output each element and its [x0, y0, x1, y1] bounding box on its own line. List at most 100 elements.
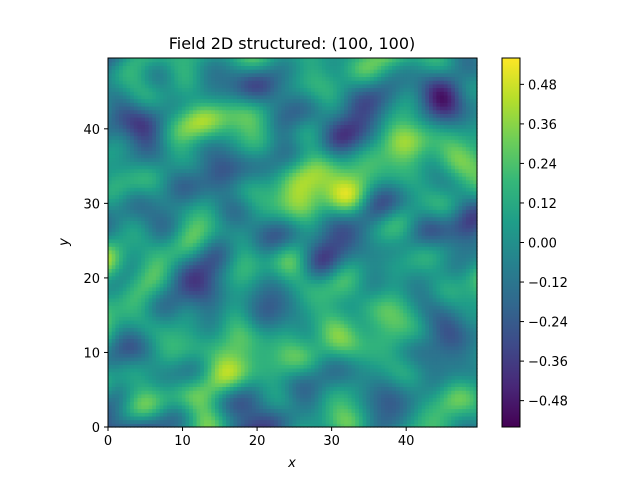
heatmap-cell — [262, 371, 268, 376]
heatmap-cell — [399, 264, 404, 269]
heatmap-cell — [288, 249, 294, 255]
heatmap-cell — [211, 246, 216, 251]
heatmap-cell — [192, 297, 198, 303]
heatmap-cell — [329, 393, 334, 399]
heatmap-cell — [122, 283, 128, 288]
heatmap-cell — [310, 367, 316, 373]
heatmap-cell — [259, 408, 264, 413]
heatmap-cell — [130, 249, 135, 255]
heatmap-cell — [233, 305, 238, 310]
heatmap-cell — [421, 367, 426, 373]
heatmap-cell — [358, 415, 364, 421]
heatmap-cell — [462, 297, 467, 303]
heatmap-cell — [421, 308, 426, 314]
heatmap-cell — [403, 257, 408, 262]
heatmap-cell — [358, 349, 364, 354]
heatmap-cell — [148, 393, 153, 399]
heatmap-cell — [325, 419, 330, 424]
heatmap-cell — [266, 423, 271, 428]
heatmap-cell — [440, 253, 445, 258]
heatmap-cell — [403, 316, 408, 321]
heatmap-cell — [270, 408, 275, 413]
heatmap-cell — [251, 379, 257, 384]
heatmap-cell — [417, 364, 423, 369]
heatmap-cell — [395, 246, 401, 251]
heatmap-cell — [148, 364, 153, 369]
heatmap-cell — [262, 356, 268, 362]
heatmap-cell — [203, 401, 209, 406]
heatmap-cell — [421, 412, 426, 417]
heatmap-cell — [233, 253, 238, 258]
heatmap-cell — [262, 279, 268, 284]
heatmap-cell — [126, 353, 131, 358]
heatmap-cell — [443, 334, 449, 340]
heatmap-cell — [369, 312, 375, 317]
heatmap-cell — [351, 386, 356, 391]
heatmap-cell — [310, 419, 316, 424]
heatmap-cell — [262, 412, 268, 417]
heatmap-cell — [381, 312, 386, 317]
heatmap-cell — [222, 419, 227, 424]
heatmap-cell — [333, 268, 338, 273]
heatmap-cell — [458, 290, 463, 295]
heatmap-cell — [347, 386, 353, 391]
heatmap-cell — [384, 301, 390, 306]
heatmap-cell — [170, 249, 176, 255]
heatmap-cell — [108, 390, 113, 395]
heatmap-cell — [255, 272, 260, 277]
heatmap-cell — [215, 356, 220, 362]
heatmap-cell — [296, 327, 301, 332]
heatmap-cell — [462, 404, 467, 410]
heatmap-cell — [447, 290, 452, 295]
heatmap-cell — [469, 412, 474, 417]
heatmap-cell — [215, 249, 220, 255]
heatmap-cell — [329, 316, 334, 321]
heatmap-cell — [392, 297, 397, 303]
heatmap-cell — [207, 338, 212, 343]
heatmap-cell — [381, 334, 386, 340]
heatmap-cell — [233, 290, 238, 295]
heatmap-cell — [119, 382, 124, 388]
heatmap-cell — [266, 316, 271, 321]
heatmap-cell — [406, 353, 412, 358]
heatmap-cell — [366, 327, 371, 332]
heatmap-cell — [174, 397, 179, 402]
heatmap-cell — [388, 356, 393, 362]
heatmap-cell — [318, 319, 323, 325]
heatmap-cell — [366, 338, 371, 343]
heatmap-cell — [181, 242, 187, 247]
heatmap-cell — [366, 316, 371, 321]
heatmap-cell — [336, 272, 342, 277]
heatmap-cell — [451, 393, 456, 399]
heatmap-cell — [307, 323, 312, 328]
heatmap-cell — [336, 390, 342, 395]
heatmap-cell — [399, 408, 404, 413]
heatmap-cell — [211, 253, 216, 258]
heatmap-cell — [340, 283, 345, 288]
heatmap-cell — [288, 279, 294, 284]
heatmap-cell — [443, 249, 449, 255]
heatmap-cell — [277, 305, 283, 310]
heatmap-cell — [262, 297, 268, 303]
heatmap-cell — [292, 242, 297, 247]
heatmap-cell — [399, 375, 404, 380]
heatmap-cell — [196, 349, 201, 354]
heatmap-cell — [215, 327, 220, 332]
heatmap-cell — [329, 371, 334, 376]
heatmap-cell — [108, 382, 113, 388]
heatmap-cell — [233, 334, 238, 340]
heatmap-cell — [218, 415, 223, 421]
heatmap-cell — [277, 257, 283, 262]
heatmap-cell — [410, 345, 415, 351]
heatmap-cell — [329, 412, 334, 417]
heatmap-cell — [144, 308, 150, 314]
heatmap-cell — [333, 360, 338, 365]
heatmap-cell — [451, 249, 456, 255]
heatmap-cell — [392, 301, 397, 306]
heatmap-cell — [178, 312, 183, 317]
heatmap-cell — [369, 338, 375, 343]
heatmap-cell — [314, 305, 319, 310]
heatmap-cell — [277, 379, 283, 384]
heatmap-cell — [395, 264, 401, 269]
heatmap-cell — [458, 360, 463, 365]
